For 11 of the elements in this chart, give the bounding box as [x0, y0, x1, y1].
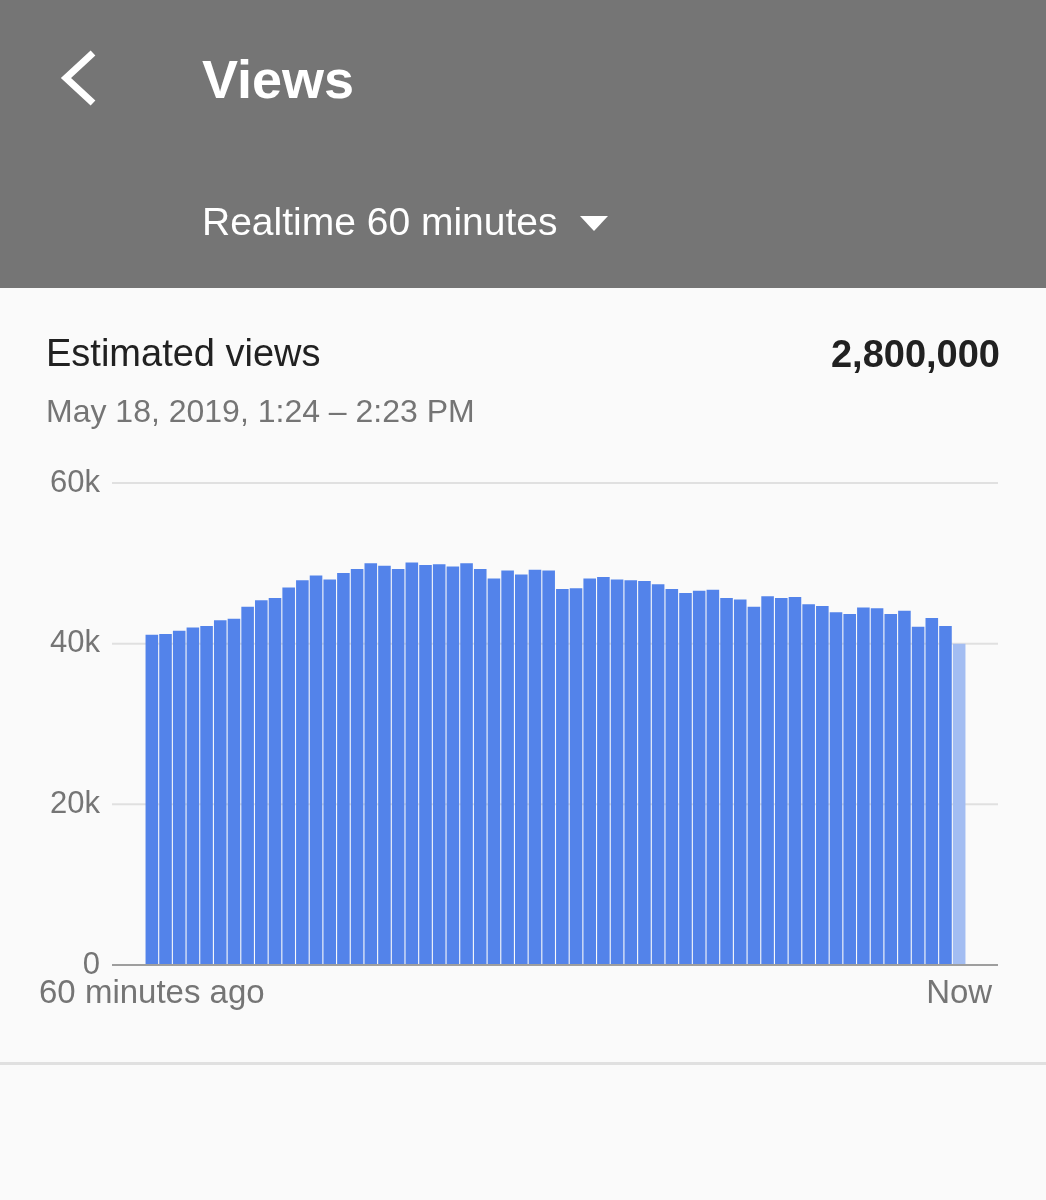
bar	[952, 643, 966, 965]
text: Views	[202, 49, 355, 109]
chart-subtitle: May 18, 2019, 1:24 – 2:23 PM	[46, 393, 475, 429]
y-tick-label: 60k	[50, 463, 101, 499]
text: 2,800,000	[830, 333, 1000, 375]
x-tick-label: Now	[926, 972, 993, 1010]
y-tick-label: 20k	[50, 784, 101, 820]
text: Realtime 60 minutes	[202, 200, 558, 243]
chart-title: Estimated views	[46, 332, 321, 374]
y-tick-label: 0	[82, 945, 100, 981]
y-tick-label: 40k	[50, 624, 101, 660]
